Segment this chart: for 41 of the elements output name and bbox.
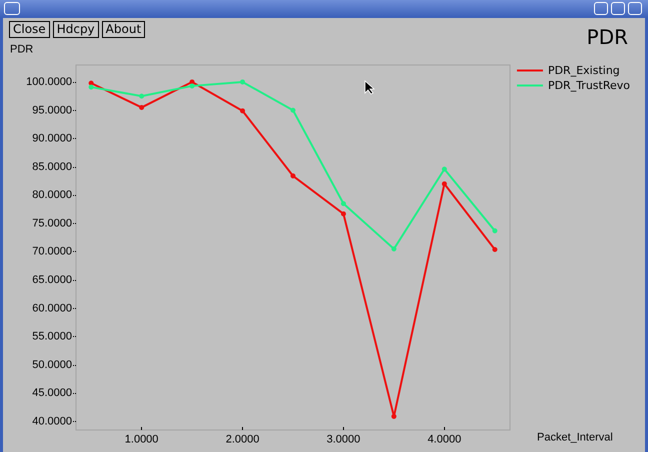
x-axis-title: Packet_Interval xyxy=(537,432,613,444)
y-tick-label: 100.0000 xyxy=(26,76,72,88)
point xyxy=(442,181,447,186)
y-tick-label: 75.0000 xyxy=(32,217,72,230)
point xyxy=(391,246,396,252)
point xyxy=(290,108,296,113)
text: Hdcpy xyxy=(52,21,99,38)
y-axis-title: PDR xyxy=(10,44,34,56)
y-tick-label: 50.0000 xyxy=(32,358,72,371)
y-tick-label: 65.0000 xyxy=(32,274,72,286)
text: Close xyxy=(9,21,50,38)
x-tick-label: 4.0000 xyxy=(428,434,462,446)
point xyxy=(391,414,396,419)
point xyxy=(190,83,195,88)
point xyxy=(492,246,498,252)
y-tick-label: 60.0000 xyxy=(32,302,72,314)
point xyxy=(290,173,296,178)
point xyxy=(442,166,447,172)
y-tick-label: 45.0000 xyxy=(32,387,72,400)
y-tick-label: 85.0000 xyxy=(32,160,72,173)
y-tick-label: 70.0000 xyxy=(32,246,72,258)
y-tick-label: 80.0000 xyxy=(32,189,72,202)
y-tick-label: 40.0000 xyxy=(32,416,72,428)
text: PDR xyxy=(586,25,628,49)
y-tick-label: 95.0000 xyxy=(32,104,72,116)
y-tick-label: 55.0000 xyxy=(32,330,72,343)
point xyxy=(340,211,346,216)
x-tick-label: 1.0000 xyxy=(124,434,158,446)
point xyxy=(240,79,246,84)
legend-label: PDR_Existing xyxy=(548,64,620,77)
point xyxy=(139,94,144,99)
point xyxy=(240,108,246,114)
point xyxy=(139,104,144,110)
point xyxy=(88,84,94,90)
x-tick-label: 2.0000 xyxy=(226,434,260,446)
text: About xyxy=(102,21,146,38)
legend-label: PDR_TrustRevo xyxy=(548,79,630,92)
point xyxy=(340,201,346,206)
point xyxy=(492,228,498,234)
x-tick-label: 3.0000 xyxy=(326,434,360,446)
y-tick-label: 90.0000 xyxy=(32,132,72,145)
